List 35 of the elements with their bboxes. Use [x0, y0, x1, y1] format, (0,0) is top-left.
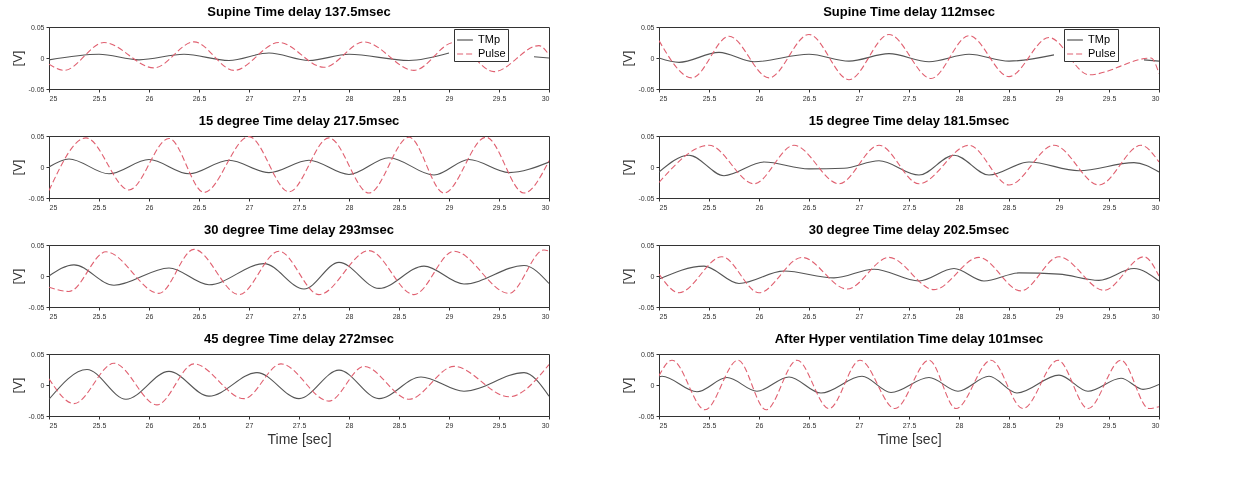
chart-title: 30 degree Time delay 293msec	[204, 222, 394, 237]
chart-title: 30 degree Time delay 202.5msec	[808, 222, 1010, 237]
chart-title: After Hyper ventilation Time delay 101msec	[774, 331, 1044, 346]
legend-label: TMp	[1088, 33, 1110, 45]
line-series	[659, 33, 1159, 81]
y-axis-title: [V]	[9, 377, 25, 394]
y-axis-title: [V]	[619, 159, 635, 176]
y-axis-title: [V]	[619, 268, 635, 285]
legend-label: TMp	[478, 33, 500, 45]
y-axis-title: [V]	[619, 377, 635, 394]
line-series	[49, 368, 549, 400]
line-series	[49, 136, 549, 194]
y-axis-title: [V]	[9, 268, 25, 285]
y-axis-title: [V]	[9, 50, 25, 67]
line-series	[659, 256, 1159, 294]
chart-title: 15 degree Time delay 181.5msec	[808, 113, 1010, 128]
line-series	[49, 248, 549, 296]
line-series	[659, 359, 1159, 411]
line-series	[659, 144, 1159, 186]
chart-title: Supine Time delay 112msec	[823, 4, 995, 19]
legend-label: Pulse	[478, 47, 506, 59]
x-axis-title: Time [sec]	[267, 430, 332, 447]
x-axis-title: Time [sec]	[877, 430, 942, 447]
line-series	[49, 261, 549, 290]
line-series	[49, 157, 549, 176]
chart-title: 15 degree Time delay 217.5msec	[198, 113, 400, 128]
chart-title: Supine Time delay 137.5msec	[207, 4, 391, 19]
line-series	[49, 362, 549, 406]
line-series	[659, 374, 1159, 394]
line-series	[659, 265, 1159, 284]
chart-title: 45 degree Time delay 272msec	[204, 331, 394, 346]
y-axis-title: [V]	[9, 159, 25, 176]
line-series	[659, 154, 1159, 177]
y-axis-title: [V]	[619, 50, 635, 67]
legend-label: Pulse	[1088, 47, 1116, 59]
